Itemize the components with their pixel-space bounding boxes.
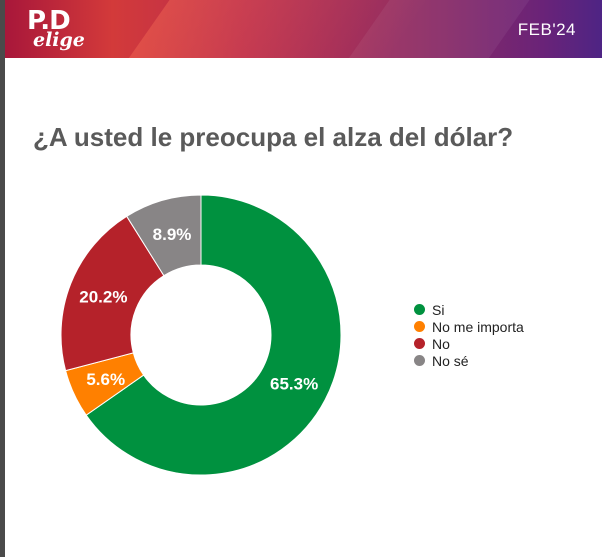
data-label-no-sé: 8.9% <box>153 225 192 244</box>
legend-swatch <box>414 338 425 349</box>
legend-label: No me importa <box>432 318 524 335</box>
legend-label: No <box>432 335 450 352</box>
header-banner: P.D elige FEB'24 <box>5 0 602 58</box>
chart-title: ¿A usted le preocupa el alza del dólar? <box>33 122 514 152</box>
slice-no <box>60 215 165 372</box>
data-label-si: 65.3% <box>270 375 318 394</box>
legend-swatch <box>414 321 425 332</box>
data-label-no: 20.2% <box>79 287 127 306</box>
date-label: FEB'24 <box>517 20 576 39</box>
data-label-no-me-importa: 5.6% <box>86 370 125 389</box>
chart-legend: Si No me importa No No sé <box>414 301 524 369</box>
legend-swatch <box>414 304 425 315</box>
legend-label: Si <box>432 301 445 318</box>
left-border <box>0 0 5 557</box>
logo-top-text: P.D <box>27 6 71 36</box>
slice-no-sé <box>126 194 202 277</box>
legend-swatch <box>414 355 425 366</box>
legend-item: No <box>414 335 524 352</box>
logo-bottom-text: elige <box>33 29 85 51</box>
legend-label: No sé <box>432 352 469 369</box>
legend-item: Si <box>414 301 524 318</box>
slice-si <box>85 194 342 476</box>
logo: P.D elige <box>27 8 91 52</box>
legend-item: No me importa <box>414 318 524 335</box>
legend-item: No sé <box>414 352 524 369</box>
